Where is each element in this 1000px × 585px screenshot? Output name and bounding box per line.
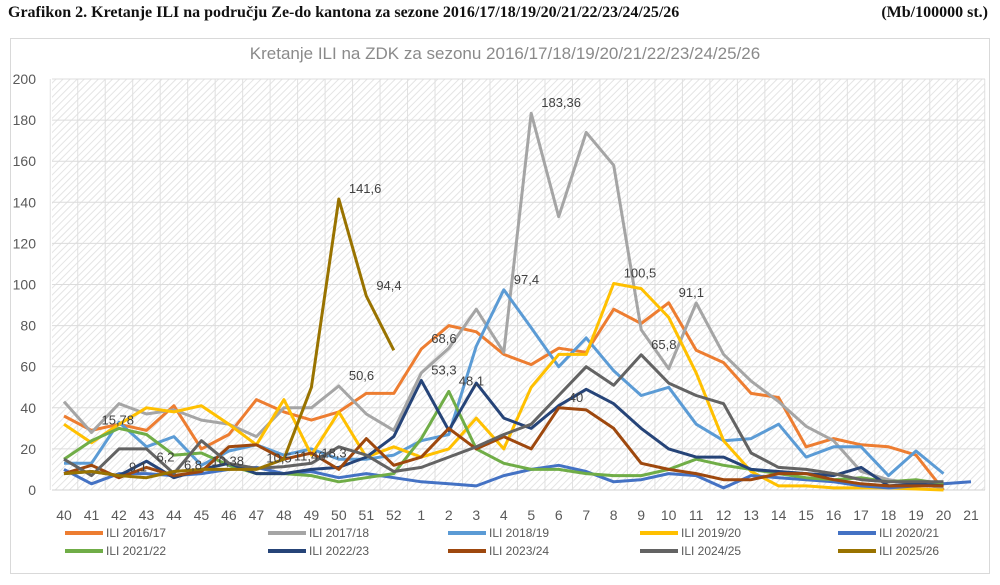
x-tick-label: 40 [56, 507, 72, 523]
x-tick-label: 3 [472, 507, 480, 523]
x-tick-label: 49 [304, 507, 320, 523]
data-label: 97,4 [514, 272, 539, 287]
x-tick-label: 16 [826, 507, 842, 523]
x-tick-label: 7 [582, 507, 590, 523]
y-tick-label: 80 [20, 318, 36, 334]
y-tick-label: 120 [13, 235, 37, 251]
x-tick-label: 14 [771, 507, 787, 523]
x-tick-label: 13 [743, 507, 759, 523]
x-tick-label: 52 [386, 507, 402, 523]
x-tick-label: 50 [331, 507, 347, 523]
x-tick-label: 9 [637, 507, 645, 523]
data-label: 6,8 [184, 458, 202, 473]
x-tick-label: 46 [221, 507, 237, 523]
x-tick-label: 6 [555, 507, 563, 523]
y-tick-label: 60 [20, 359, 36, 375]
x-tick-label: 44 [166, 507, 182, 523]
legend-label: ILI 2018/19 [489, 526, 549, 540]
legend-label: ILI 2022/23 [309, 544, 369, 558]
data-label: 94,4 [376, 278, 401, 293]
x-tick-label: 12 [716, 507, 732, 523]
data-label: 141,6 [349, 181, 382, 196]
data-label: 50,6 [349, 368, 374, 383]
x-tick-label: 11 [689, 507, 704, 523]
legend-label: ILI 2023/24 [489, 544, 549, 558]
x-tick-label: 51 [359, 507, 375, 523]
chart-title: Kretanje ILI na ZDK za sezonu 2016/17/18… [250, 44, 760, 63]
y-tick-label: 0 [28, 482, 36, 498]
legend-label: ILI 2024/25 [681, 544, 741, 558]
data-label: 6,2 [156, 449, 174, 464]
x-tick-label: 15 [798, 507, 814, 523]
data-label: 48,1 [459, 373, 484, 388]
x-tick-label: 41 [84, 507, 100, 523]
y-tick-label: 40 [20, 400, 36, 416]
y-tick-label: 180 [13, 112, 37, 128]
legend-label: ILI 2019/20 [681, 526, 741, 540]
y-tick-label: 140 [13, 194, 37, 210]
x-tick-label: 19 [908, 507, 924, 523]
data-label: 68,6 [431, 331, 456, 346]
x-tick-label: 2 [445, 507, 453, 523]
data-label: 53,3 [431, 362, 456, 377]
x-tick-label: 5 [527, 507, 535, 523]
x-tick-label: 45 [194, 507, 210, 523]
x-tick-label: 20 [936, 507, 952, 523]
data-label: 10,38 [211, 454, 244, 469]
x-tick-label: 48 [276, 507, 292, 523]
data-label: 40 [569, 390, 583, 405]
legend-label: ILI 2020/21 [879, 526, 939, 540]
x-tick-label: 4 [500, 507, 508, 523]
x-tick-label: 21 [963, 507, 979, 523]
series-line-202021 [63, 463, 972, 490]
data-label: 91,1 [679, 285, 704, 300]
data-label: 15,78 [101, 412, 134, 427]
y-tick-label: 20 [20, 441, 36, 457]
x-tick-label: 1 [417, 507, 425, 523]
x-tick-label: 42 [111, 507, 127, 523]
data-label: 10,5 [266, 450, 291, 465]
data-label: 9,1 [129, 460, 147, 475]
data-label: 100,5 [624, 265, 657, 280]
data-label: 11,46 [294, 449, 326, 464]
x-tick-label: 18 [881, 507, 897, 523]
legend-label: ILI 2016/17 [106, 526, 166, 540]
x-tick-label: 17 [853, 507, 869, 523]
chart-frame [10, 38, 990, 574]
x-tick-label: 8 [610, 507, 618, 523]
data-label: 65,8 [651, 337, 676, 352]
y-tick-label: 100 [13, 277, 37, 293]
figure-caption: Grafikon 2. Kretanje ILI na području Ze-… [8, 4, 680, 21]
x-tick-label: 10 [661, 507, 677, 523]
legend-label: ILI 2025/26 [879, 544, 939, 558]
y-tick-label: 160 [13, 153, 37, 169]
unit-label: (Mb/100000 st.) [881, 4, 988, 21]
x-tick-label: 43 [139, 507, 155, 523]
y-tick-label: 200 [13, 71, 37, 87]
data-label: 18,3 [321, 445, 346, 460]
x-tick-label: 47 [249, 507, 265, 523]
legend-label: ILI 2017/18 [309, 526, 369, 540]
data-label: 183,36 [541, 95, 581, 110]
legend-label: ILI 2021/22 [106, 544, 166, 558]
